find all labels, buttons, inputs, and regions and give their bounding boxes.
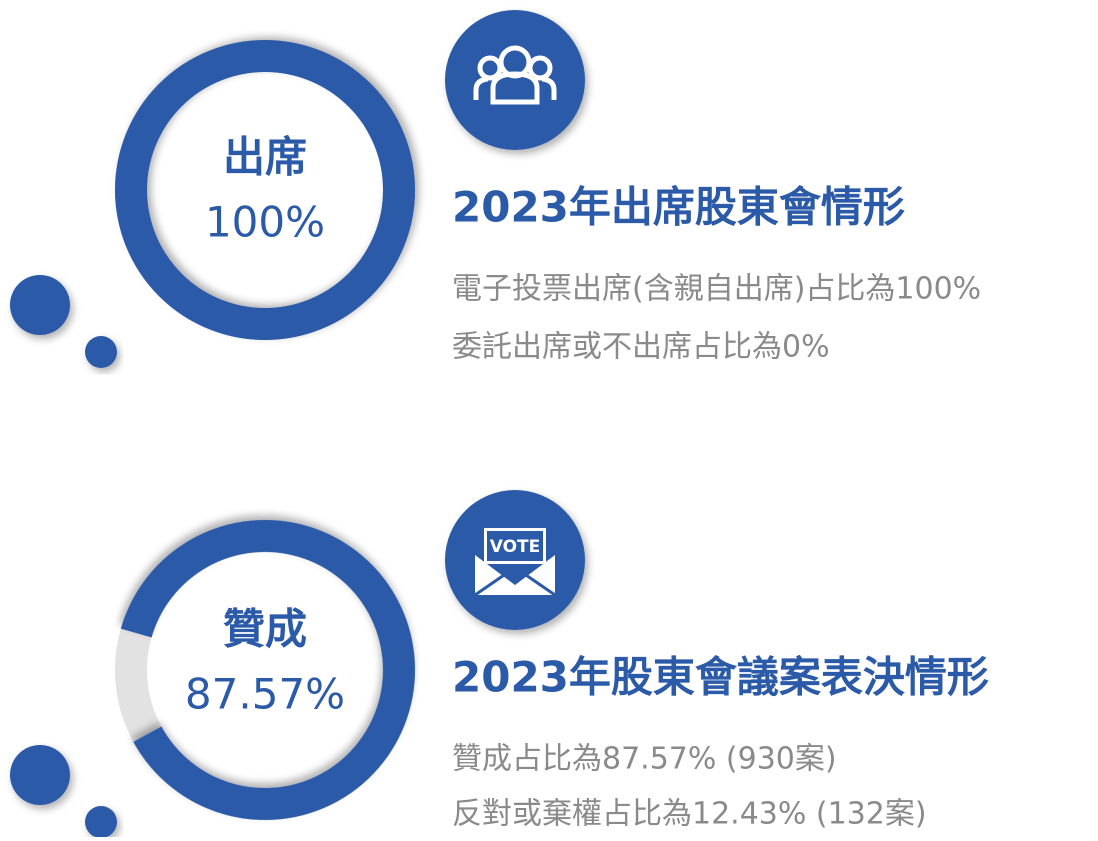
vote-paper-inner [487, 531, 543, 561]
section-line: 電子投票出席(含親自出席)占比為100% [452, 272, 981, 307]
vote-text: VOTE [490, 537, 541, 557]
ring: 出席 100% [115, 40, 415, 340]
decor-dot [10, 745, 70, 805]
ring-arc [115, 520, 415, 821]
ring-value: 100% [205, 198, 325, 247]
ring-label: 出席 [223, 133, 307, 182]
section-1: 2023年出席股東會情形 電子投票出席(含親自出席)占比為100% 委託出席或不… [10, 10, 981, 368]
section-title: 2023年股東會議案表決情形 [452, 653, 989, 702]
decor-dot [85, 806, 117, 838]
ring-label: 贊成 [223, 605, 307, 654]
section-line: 委託出席或不出席占比為0% [452, 330, 830, 365]
envelope-fold [474, 571, 556, 597]
section-title: 2023年出席股東會情形 [452, 183, 905, 232]
section-2: VOTE 2023年股東會議案表決情形 贊成占比為87.57% (930案) 反… [10, 490, 989, 838]
ring-value: 87.57% [185, 670, 345, 719]
envelope [475, 555, 555, 595]
icon-circle [445, 10, 585, 150]
ring-arc [115, 40, 415, 340]
section-line: 贊成占比為87.57% (930案) [452, 742, 837, 777]
decor-dot [10, 275, 70, 335]
section-line: 反對或棄權占比為12.43% (132案) [452, 797, 927, 832]
decor-dot [85, 336, 117, 368]
people-icon [473, 45, 557, 105]
ring: 贊成 87.57% [115, 520, 415, 821]
vote-icon: VOTE [474, 528, 556, 597]
